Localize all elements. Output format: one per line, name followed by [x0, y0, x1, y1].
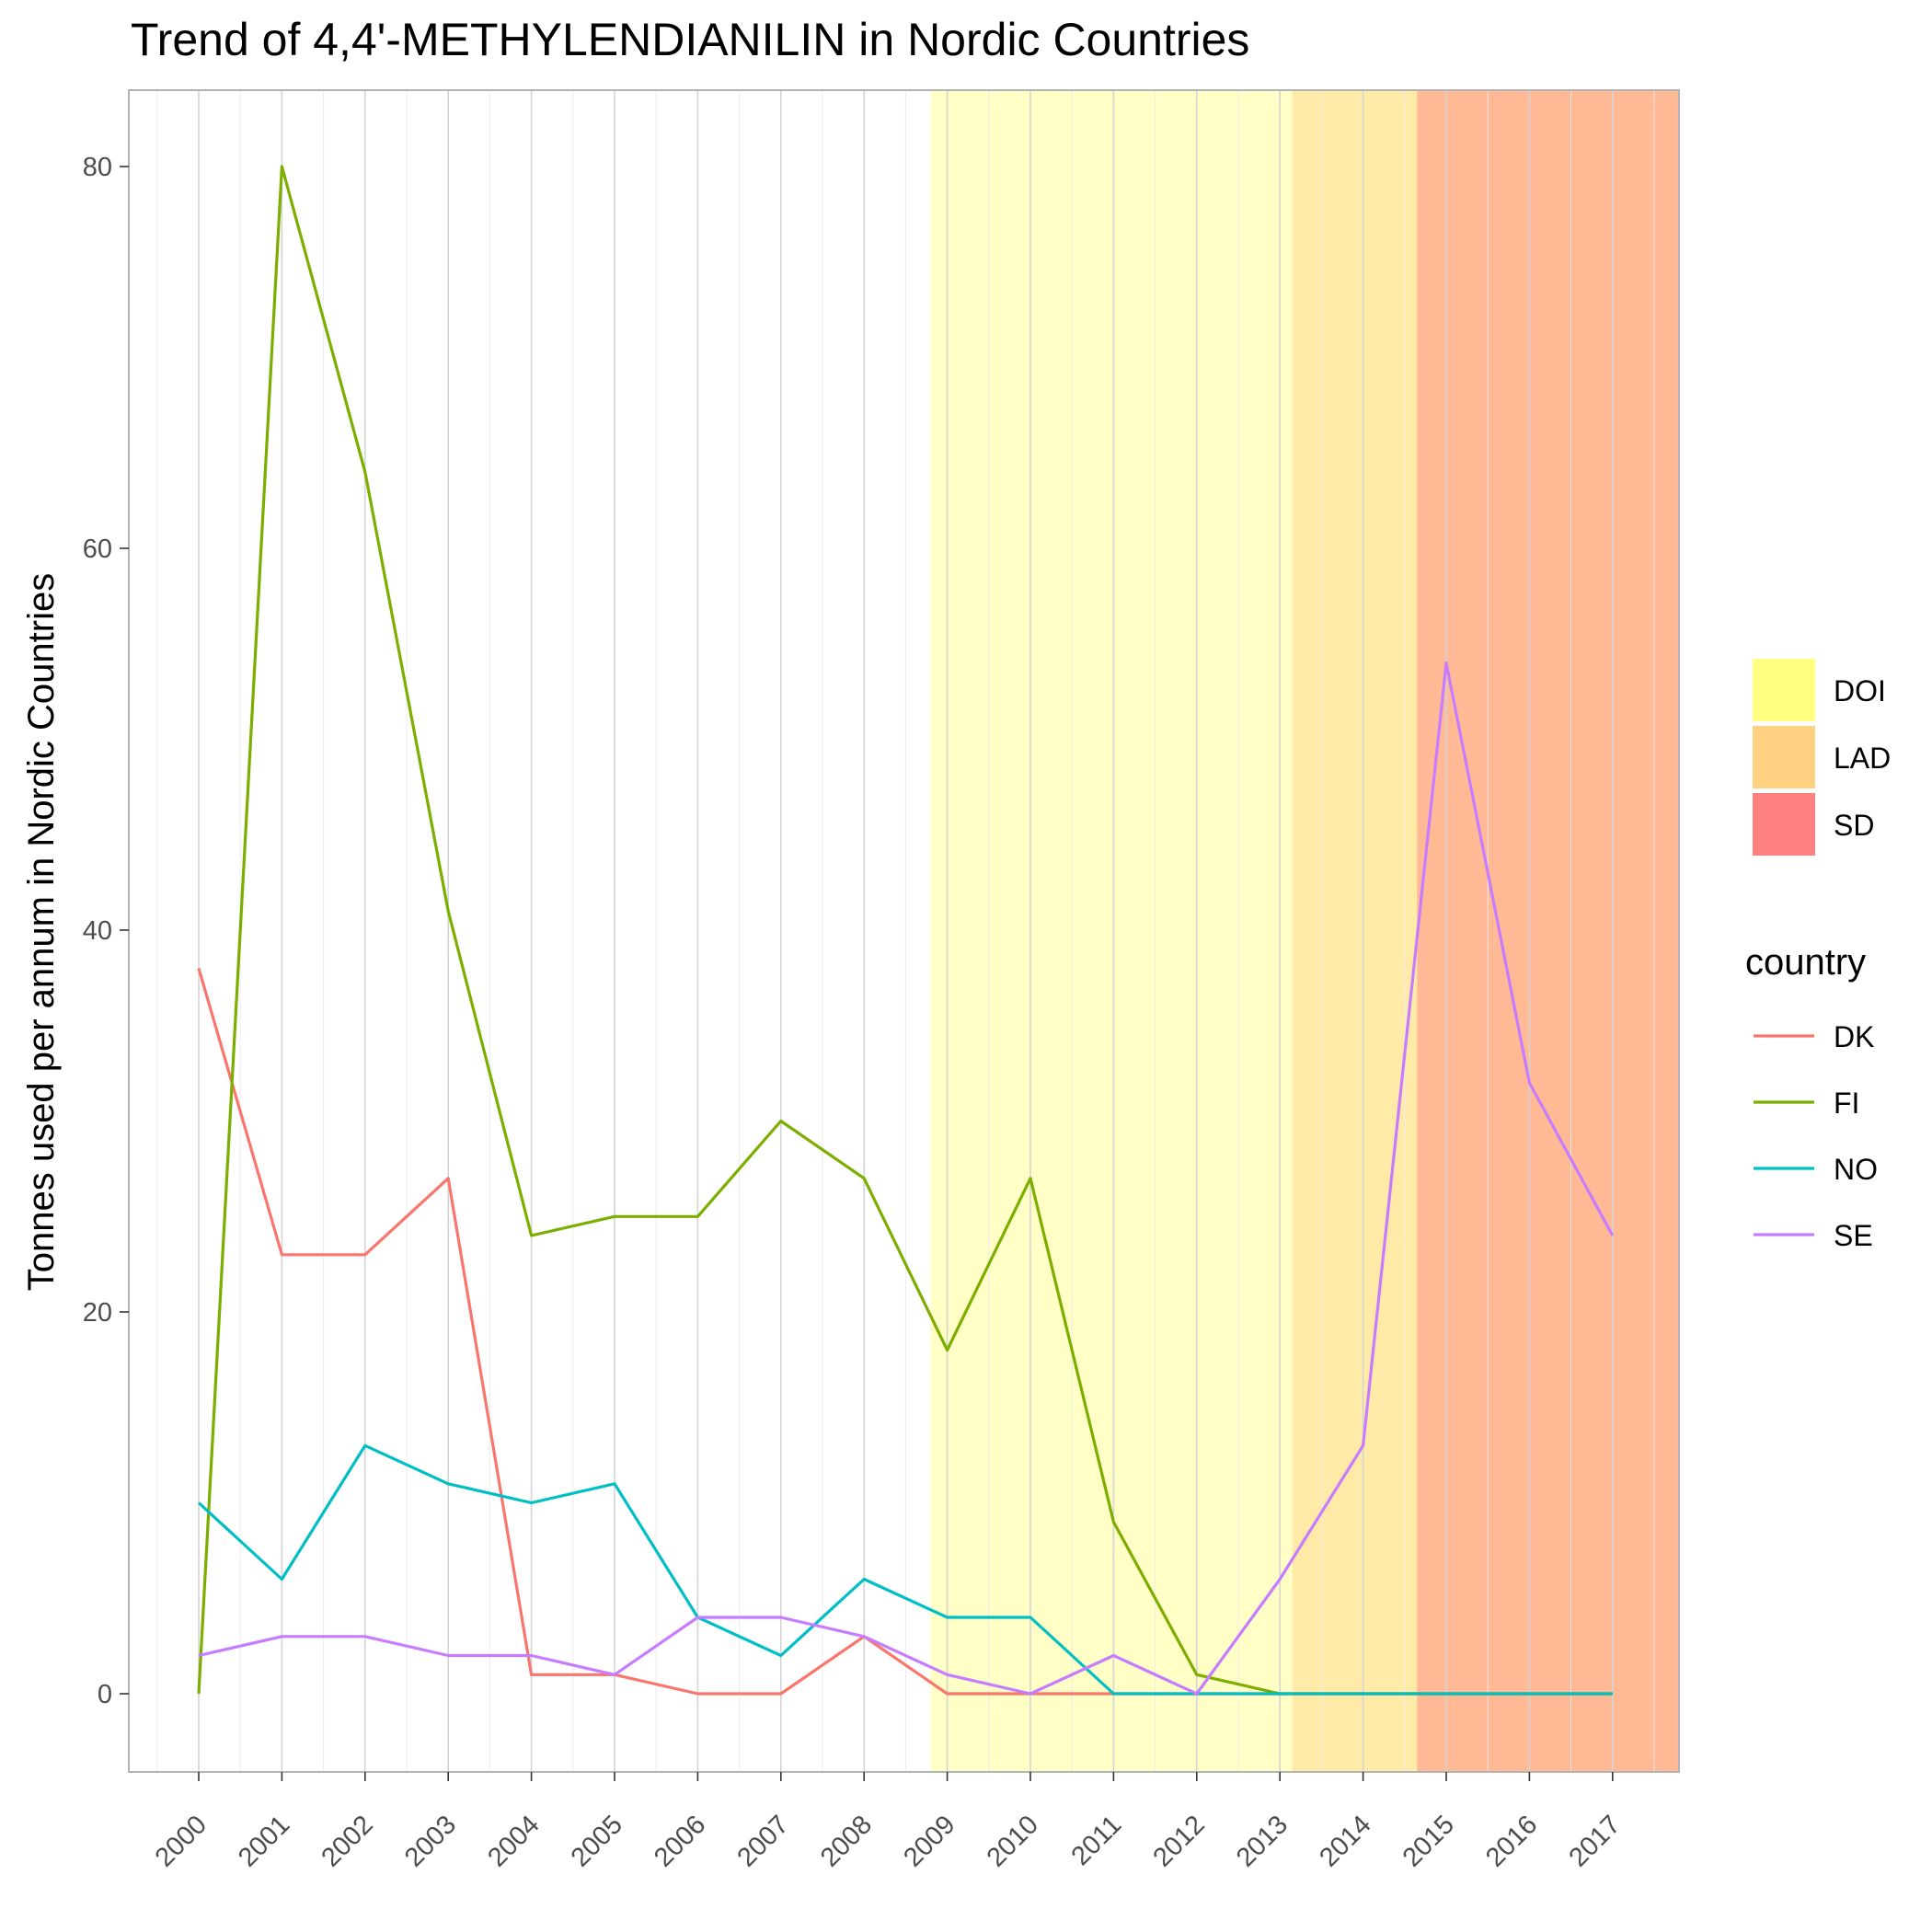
- y-tick-label: 40: [83, 916, 112, 946]
- x-tick-label: 2010: [982, 1810, 1044, 1872]
- plot-border: [128, 89, 1680, 1773]
- fill-legend-label-lad: LAD: [1834, 742, 1891, 775]
- x-tick-label: 2009: [898, 1810, 960, 1872]
- fill-legend-key-sd: [1753, 793, 1815, 856]
- x-tick-label: 2014: [1314, 1810, 1376, 1872]
- y-axis-ticks: 0 20 40 60 80: [83, 153, 129, 1709]
- color-legend-label-fi: FI: [1834, 1087, 1859, 1120]
- shaded-regions: [930, 90, 1679, 1772]
- x-tick-label: 2002: [316, 1810, 379, 1872]
- color-legend-title: country: [1745, 942, 1866, 983]
- x-tick-label: 2006: [649, 1810, 711, 1872]
- y-tick-label: 60: [83, 535, 112, 564]
- shaded-region-lad: [1292, 90, 1679, 1772]
- y-tick-label: 0: [98, 1680, 112, 1709]
- x-tick-label: 2008: [815, 1810, 878, 1872]
- shaded-region-sd: [1417, 90, 1679, 1772]
- x-tick-label: 2015: [1397, 1810, 1460, 1872]
- gridlines: [156, 90, 1655, 1772]
- x-tick-label: 2003: [399, 1810, 462, 1872]
- series-lines: [197, 165, 1615, 1696]
- x-tick-label: 2004: [482, 1810, 545, 1872]
- series-line-se: [198, 661, 1615, 1696]
- x-tick-label: 2012: [1148, 1810, 1211, 1872]
- fill-legend-key-doi: [1753, 659, 1815, 721]
- fill-legend-key-lad: [1753, 726, 1815, 788]
- x-tick-label: 2000: [150, 1810, 213, 1872]
- x-tick-label: 2001: [233, 1810, 295, 1872]
- plot-frame: [128, 89, 1680, 1773]
- x-tick-label: 2011: [1066, 1810, 1128, 1871]
- fill-legend-label-doi: DOI: [1834, 674, 1886, 707]
- x-tick-label: 2013: [1231, 1810, 1294, 1872]
- x-tick-label: 2017: [1564, 1810, 1627, 1872]
- fill-legend-label-sd: SD: [1834, 809, 1874, 842]
- color-legend: DK FI NO SE: [1754, 1020, 1878, 1252]
- fill-legend: DOI LAD SD: [1753, 659, 1891, 856]
- y-tick-label: 80: [83, 153, 112, 182]
- x-tick-label: 2007: [732, 1810, 795, 1872]
- x-tick-label: 2005: [566, 1810, 628, 1872]
- color-legend-label-dk: DK: [1834, 1020, 1874, 1053]
- shaded-region-doi: [930, 90, 1679, 1772]
- x-tick-label: 2016: [1480, 1810, 1543, 1872]
- plot-background: [129, 90, 1679, 1772]
- x-axis-ticks: 2000 2001 2002 2003 2004 2005 2006 2007 2008 2009…: [150, 1772, 1627, 1873]
- y-tick-label: 20: [83, 1298, 112, 1328]
- color-legend-label-no: NO: [1834, 1153, 1878, 1186]
- plot-panel: [129, 90, 1679, 1772]
- series-line-no: [197, 1443, 1613, 1696]
- color-legend-label-se: SE: [1834, 1219, 1873, 1252]
- y-axis-title: Tonnes used per annum in Nordic Countrie…: [21, 573, 62, 1291]
- chart-title: Trend of 4,4'-METHYLENDIANILIN in Nordic…: [131, 14, 1249, 65]
